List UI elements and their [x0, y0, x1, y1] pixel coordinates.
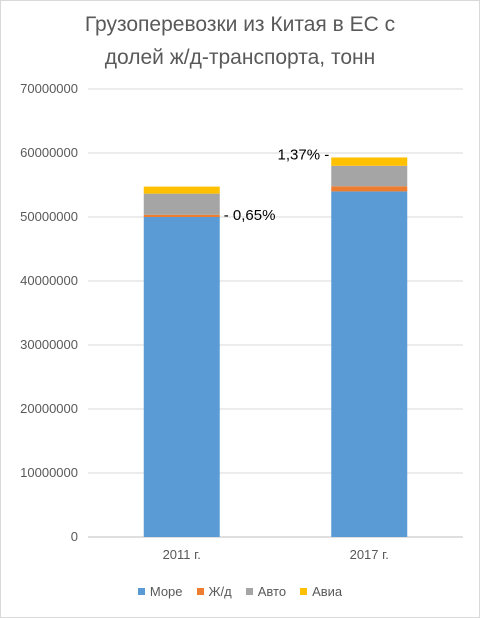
legend-item-air: Авиа [300, 584, 342, 599]
chart-title: Грузоперевозки из Китая в ЕС с долей ж/д… [0, 8, 480, 74]
x-category-label: 2017 г. [350, 547, 389, 562]
bar-segment [143, 217, 220, 537]
y-tick-label: 70000000 [20, 81, 78, 96]
chart-title-line-1: Грузоперевозки из Китая в ЕС с [84, 13, 396, 36]
y-tick-label: 10000000 [20, 465, 78, 480]
chart-title-line-2: долей ж/д-транспорта, тонн [104, 46, 376, 69]
legend-label-auto: Авто [257, 584, 287, 599]
legend-item-rail: Ж/д [196, 584, 232, 599]
legend-label-more: Море [149, 584, 183, 599]
y-tick-label: 50000000 [20, 209, 78, 224]
y-tick-label: 30000000 [20, 337, 78, 352]
chart-legend: Море Ж/д Авто Авиа [0, 584, 480, 599]
bar-segment [331, 186, 408, 192]
bar-segment [143, 214, 220, 217]
bar-segment [143, 193, 220, 215]
legend-label-rail: Ж/д [208, 584, 232, 599]
rail-share-annotation: 1,37% - [278, 146, 330, 163]
bar-segment [143, 186, 220, 194]
y-tick-label: 40000000 [20, 273, 78, 288]
legend-item-auto: Авто [245, 584, 287, 599]
y-tick-label: 60000000 [20, 145, 78, 160]
bar-segment [331, 165, 408, 187]
y-tick-label: 20000000 [20, 401, 78, 416]
y-tick-label: 0 [71, 529, 78, 544]
legend-swatch-more [137, 588, 145, 595]
legend-swatch-air [300, 588, 308, 595]
bar-segment [331, 157, 408, 166]
legend-swatch-rail [196, 588, 204, 595]
rail-share-annotation: - 0,65% [224, 207, 276, 224]
legend-swatch-auto [245, 588, 253, 595]
bar-segment [331, 191, 408, 537]
x-category-label: 2011 г. [163, 547, 201, 562]
legend-item-more: Море [137, 584, 183, 599]
legend-label-air: Авиа [312, 584, 343, 599]
